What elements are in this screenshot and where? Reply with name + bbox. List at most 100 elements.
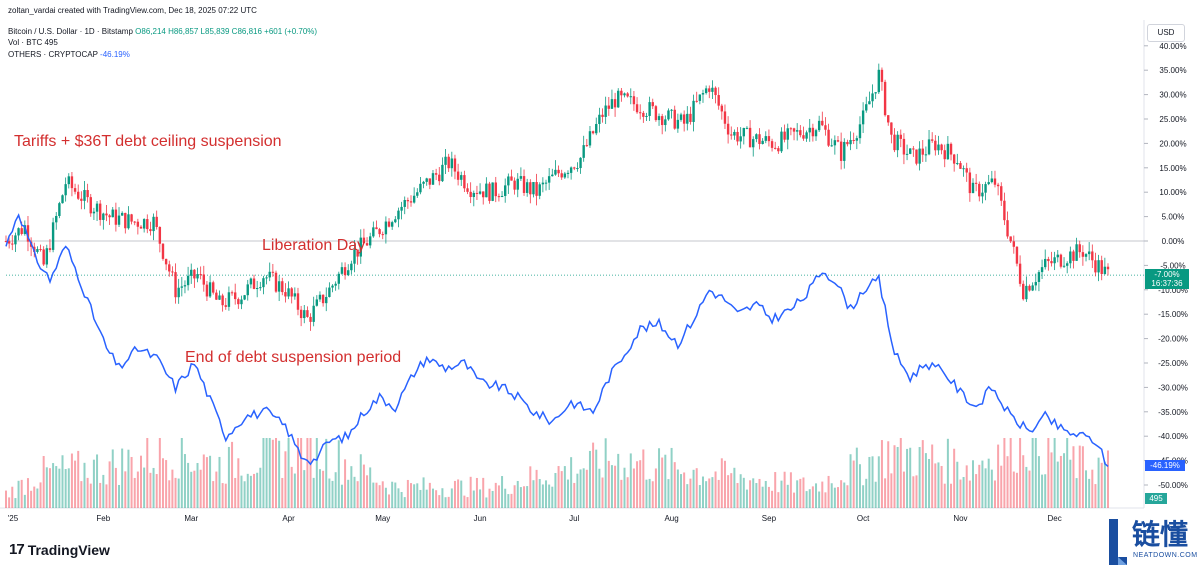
volume-bar: [557, 466, 560, 508]
volume-bar: [805, 491, 808, 508]
y-tick-label: 25.00%: [1159, 115, 1186, 124]
volume-bar: [896, 446, 899, 508]
volume-bar: [793, 492, 796, 508]
candle-body: [331, 285, 334, 288]
candle-body: [962, 168, 965, 170]
volume-bar: [1022, 455, 1025, 508]
volume-bar: [745, 489, 748, 508]
candle-body: [591, 131, 595, 134]
candle-body: [64, 184, 67, 196]
candle-body: [218, 295, 221, 300]
candle-body: [158, 227, 162, 244]
volume-bar: [256, 472, 259, 508]
candle-body: [726, 123, 730, 135]
candle-body: [874, 92, 877, 94]
volume-bar: [711, 477, 714, 508]
volume-bar: [777, 492, 780, 508]
candle-body: [208, 282, 212, 297]
candle-body: [491, 182, 494, 201]
y-tick-label: 30.00%: [1159, 91, 1186, 100]
volume-bar: [70, 453, 73, 508]
candle-body: [846, 141, 849, 145]
y-tick-label: 5.00%: [1162, 213, 1185, 222]
volume-bar: [441, 488, 444, 508]
currency-button[interactable]: USD: [1147, 24, 1185, 42]
volume-bar: [884, 478, 887, 508]
volume-bar: [1012, 471, 1015, 508]
candle-body: [1015, 246, 1019, 264]
volume-bar: [1028, 470, 1031, 508]
y-tick-label: 0.00%: [1162, 237, 1185, 246]
volume-bar: [275, 438, 278, 508]
candle-body: [23, 225, 27, 234]
volume-bar: [491, 490, 494, 508]
candle-body: [212, 282, 215, 293]
volume-bar: [639, 460, 642, 508]
candle-body: [541, 182, 545, 185]
candle-body: [987, 182, 990, 185]
candle-body: [971, 182, 975, 194]
candle-body: [127, 214, 130, 229]
volume-bar: [507, 494, 510, 508]
others-label: OTHERS · CRYPTOCAP: [8, 50, 98, 59]
candle-body: [632, 96, 636, 105]
candle-body: [117, 215, 121, 225]
volume-bar: [1056, 461, 1059, 508]
candle-body: [679, 114, 683, 120]
candle-body: [139, 226, 143, 229]
volume-bar: [573, 482, 576, 508]
candle-body: [340, 267, 344, 274]
candle-body: [503, 185, 507, 196]
y-tick-label: -40.00%: [1158, 432, 1188, 441]
candle-body: [1094, 260, 1097, 273]
candle-body: [1103, 266, 1107, 274]
candle-body: [441, 164, 444, 182]
x-tick-label: Jun: [474, 514, 487, 523]
candle-body: [1009, 236, 1012, 242]
candle-body: [472, 192, 476, 198]
volume-bar: [811, 486, 814, 508]
y-tick-label: -15.00%: [1158, 310, 1188, 319]
volume-bar: [965, 465, 968, 508]
volume-bar: [865, 478, 868, 508]
candle-body: [638, 112, 642, 114]
volume-bar: [472, 490, 475, 508]
candle-body: [965, 168, 968, 173]
volume-bar: [99, 482, 102, 508]
candle-body: [714, 87, 717, 96]
volume-bar: [620, 479, 623, 508]
volume-bar: [824, 492, 827, 508]
volume-bar: [956, 461, 959, 508]
candle-body: [303, 310, 306, 319]
tradingview-logo[interactable]: 17 TradingView: [9, 541, 110, 558]
tradingview-logo-text: TradingView: [27, 541, 110, 558]
volume-bar: [705, 481, 708, 508]
candle-body: [259, 287, 262, 289]
candle-body: [249, 278, 253, 285]
candle-body: [497, 196, 501, 198]
candle-body: [569, 167, 573, 173]
candle-body: [686, 113, 689, 124]
watermark-cn-text: 链懂: [1132, 518, 1189, 551]
y-tick-label: 15.00%: [1159, 164, 1186, 173]
candle-body: [1100, 260, 1103, 274]
candle-body: [284, 292, 287, 297]
candle-body: [946, 143, 950, 160]
candle-body: [780, 131, 783, 152]
candle-body: [1006, 220, 1009, 237]
candle-body: [817, 120, 821, 131]
volume-bar: [5, 490, 7, 508]
candle-body: [215, 292, 218, 300]
candle-body: [180, 286, 184, 288]
volume-bar: [943, 483, 946, 508]
y-tick-label: 20.00%: [1159, 139, 1186, 148]
y-tick-label: 40.00%: [1159, 42, 1186, 51]
volume-bar: [607, 460, 610, 508]
candle-body: [246, 284, 249, 296]
candle-body: [802, 135, 805, 139]
annotation-end-debt-suspension: End of debt suspension period: [185, 349, 402, 366]
candle-body: [61, 195, 64, 204]
volume-bar: [968, 480, 971, 508]
candle-body: [174, 272, 177, 298]
